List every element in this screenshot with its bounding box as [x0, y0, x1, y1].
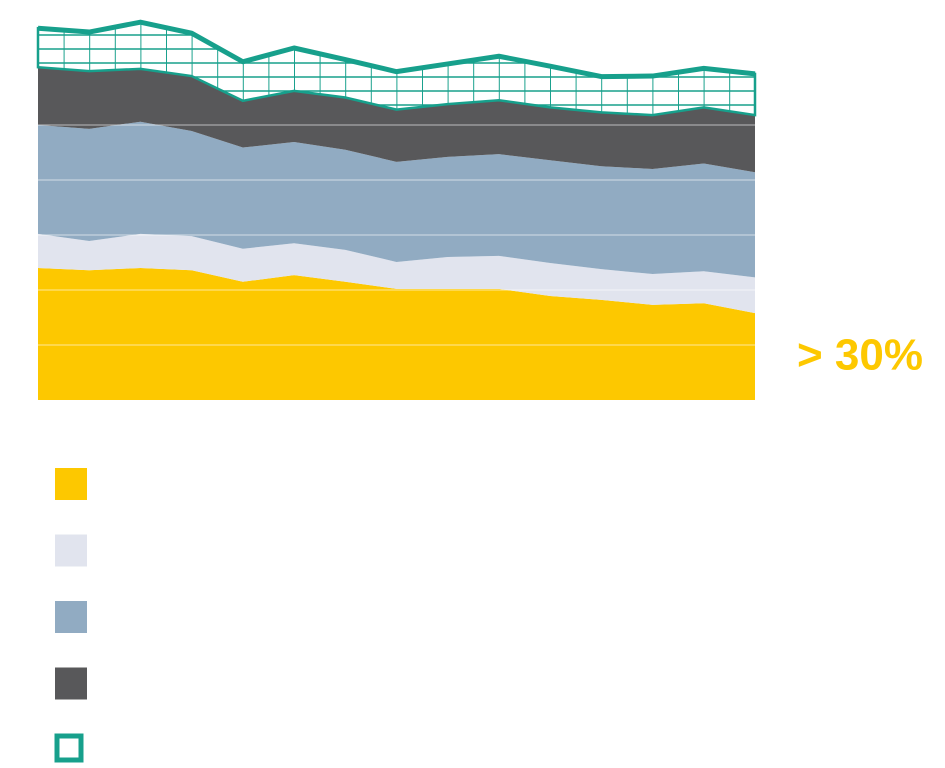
legend-swatch	[55, 667, 87, 700]
area	[38, 67, 755, 173]
area-outline	[37, 19, 756, 80]
area	[38, 268, 755, 400]
legend-swatch	[55, 534, 87, 567]
area	[38, 121, 755, 278]
legend-swatch	[55, 601, 87, 633]
annotation: > 30%	[797, 331, 923, 380]
area	[38, 233, 755, 314]
legend-swatch	[54, 733, 84, 763]
legend-swatch	[55, 468, 87, 500]
